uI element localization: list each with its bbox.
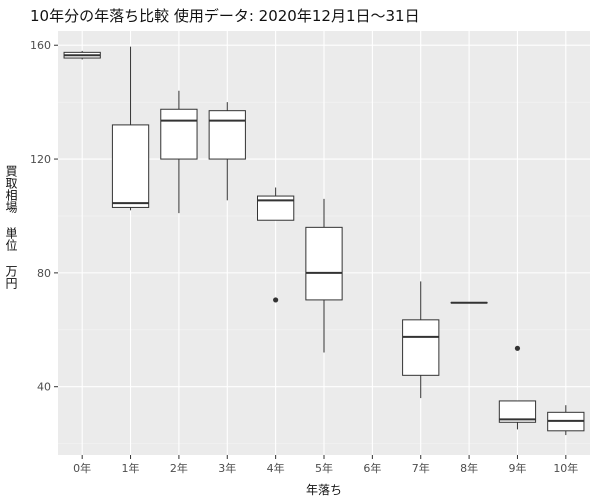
y-axis-title: 買取相場 単位 万円	[4, 165, 18, 289]
y-tick-label: 80	[37, 267, 51, 280]
x-tick-label: 10年	[553, 461, 578, 475]
box	[402, 319, 440, 376]
x-tick-label: 2年	[170, 461, 188, 475]
x-axis-title: 年落ち	[306, 483, 342, 497]
y-tick-label: 160	[30, 39, 51, 52]
y-tick-label: 120	[30, 153, 51, 166]
box	[208, 110, 246, 160]
box	[305, 226, 343, 301]
x-tick-label: 5年	[315, 461, 333, 475]
outlier-point	[273, 297, 279, 303]
x-tick-label: 3年	[218, 461, 236, 475]
x-tick-label: 8年	[460, 461, 478, 475]
x-tick-label: 9年	[508, 461, 526, 475]
x-tick-label: 7年	[412, 461, 430, 475]
outlier-point	[514, 345, 521, 351]
box	[498, 400, 537, 423]
chart-title: 10年分の年落ち比較 使用データ: 2020年12月1日～31日	[30, 7, 420, 25]
box	[111, 124, 150, 208]
x-tick-label: 4年	[267, 461, 285, 475]
box	[160, 108, 198, 160]
x-tick-label: 0年	[73, 461, 91, 475]
x-tick-label: 1年	[122, 461, 140, 475]
y-tick-label: 40	[37, 381, 51, 394]
x-tick-label: 6年	[363, 461, 381, 475]
